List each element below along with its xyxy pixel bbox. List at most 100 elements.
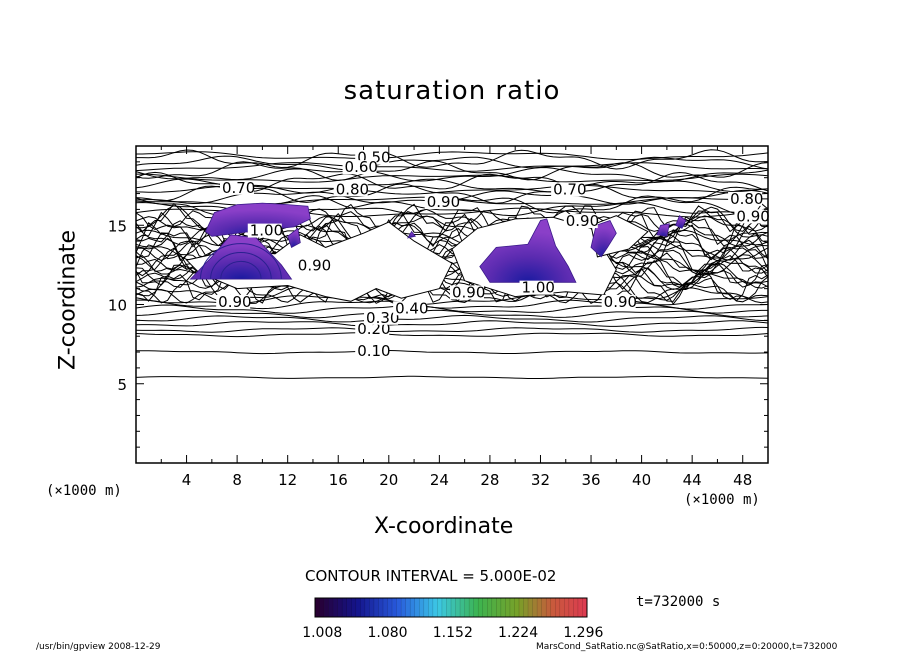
contour-label: 0.30: [366, 309, 399, 327]
colorbar-segment: [360, 598, 366, 617]
shaded-contour: [199, 243, 282, 280]
colorbar-segment: [473, 598, 479, 617]
shaded-region: [656, 223, 670, 237]
contour-label-bg: [333, 182, 368, 197]
colorbar-segment: [537, 598, 542, 617]
contour-label: 0.90: [427, 193, 460, 211]
colorbar-segment: [519, 598, 524, 617]
colorbar-segment: [528, 598, 533, 617]
shaded-region: [406, 230, 417, 239]
contour-label: 0.40: [395, 299, 428, 317]
y-axis-label: Z-coordinate: [55, 230, 81, 370]
colorbar-segment: [509, 598, 515, 617]
contour-label: 0.90: [604, 293, 637, 311]
x-tick-label: 12: [278, 471, 297, 489]
contour-label-bg: [247, 223, 282, 238]
contour-label: 0.90: [452, 283, 485, 301]
contour-label-bg: [551, 182, 586, 197]
colorbar-segment: [432, 598, 438, 617]
colorbar-segment: [392, 598, 397, 617]
colorbar-segment: [414, 598, 420, 617]
contour-line: [135, 375, 769, 379]
contour-label-bg: [355, 344, 390, 359]
colorbar-segment: [346, 598, 352, 617]
contour-label-bg: [734, 209, 769, 224]
contour-label-bg: [728, 191, 763, 206]
contour-label: 0.60: [345, 158, 378, 176]
x-tick-label: 32: [531, 471, 550, 489]
y-tick-label: 10: [108, 297, 127, 315]
contour-line: [135, 326, 769, 333]
contour-label-bg: [216, 294, 251, 309]
colorbar-segment: [491, 598, 497, 617]
contour-label: 0.90: [566, 212, 599, 230]
x-axis-label: X-coordinate: [374, 514, 514, 539]
contour-line: [136, 350, 769, 355]
x-tick-label: 20: [379, 471, 398, 489]
colorbar-segment: [355, 598, 361, 617]
shaded-region: [189, 234, 293, 280]
contour-label-bg: [355, 321, 390, 336]
colorbar-segment: [423, 598, 429, 617]
colorbar-segment: [441, 598, 447, 617]
contour-line: [136, 149, 769, 170]
colorbar-segment: [405, 598, 411, 617]
colorbar-segment: [378, 598, 384, 617]
x-tick-label: 48: [733, 471, 752, 489]
colorbar-segment: [401, 598, 406, 617]
contour-line: [135, 167, 769, 183]
colorbar-segment: [315, 598, 320, 617]
chart-title: saturation ratio: [343, 76, 561, 106]
contour-label: 0.90: [736, 207, 769, 225]
colorbar-segment: [396, 598, 402, 617]
y-tick-label: 5: [117, 376, 127, 394]
x-tick-label: 28: [480, 471, 499, 489]
colorbar-segment: [482, 598, 488, 617]
colorbar-tick-label: 1.224: [498, 625, 538, 641]
x-tick-label: 16: [329, 471, 348, 489]
shaded-region: [675, 215, 687, 229]
contour-label: 0.80: [730, 190, 763, 208]
colorbar-segment: [582, 598, 588, 617]
contour-label: 0.10: [357, 342, 390, 360]
colorbar-segment: [550, 598, 556, 617]
contour-label-bg: [295, 258, 330, 273]
colorbar-segment: [505, 598, 511, 617]
colorbar-segment: [419, 598, 425, 617]
colorbar-segment: [428, 598, 434, 617]
x-tick-label: 40: [632, 471, 651, 489]
contour-interval-label: CONTOUR INTERVAL = 5.000E-02: [305, 567, 557, 585]
colorbar-segment: [333, 598, 338, 617]
colorbar-segment: [496, 598, 502, 617]
colorbar-segment: [387, 598, 393, 617]
colorbar-segment: [500, 598, 506, 617]
x-tick-label: 8: [232, 471, 242, 489]
footer-right: MarsCond_SatRatio.nc@SatRatio,x=0:50000,…: [536, 642, 838, 652]
contour-line: [135, 314, 769, 323]
colorbar-segment: [559, 598, 565, 617]
contour-label: 0.70: [553, 180, 586, 198]
colorbar-segment: [455, 598, 461, 617]
colorbar-frame: [314, 597, 588, 618]
contour-label-bg: [364, 310, 399, 325]
colorbar-segment: [541, 598, 547, 617]
x-unit-label-right: (×1000 m): [684, 492, 760, 508]
colorbar-segment: [487, 598, 493, 617]
colorbar-segment: [383, 598, 388, 617]
colorbar-segment: [573, 598, 579, 617]
time-label: t=732000 s: [636, 594, 721, 610]
colorbar-segment: [469, 598, 474, 617]
colorbar-segment: [351, 598, 357, 617]
colorbar-tick-label: 1.296: [563, 625, 603, 641]
colorbar-segment: [337, 598, 343, 617]
contour-label-bg: [601, 294, 636, 309]
contour-label-bg: [219, 180, 254, 195]
contour-line: [135, 210, 769, 248]
contour-line: [135, 162, 769, 172]
contour-label-bg: [563, 214, 598, 229]
colorbar-segment: [478, 598, 484, 617]
x-tick-label: 44: [683, 471, 702, 489]
colorbar-segment: [577, 598, 583, 617]
colorbar-segment: [451, 598, 456, 617]
